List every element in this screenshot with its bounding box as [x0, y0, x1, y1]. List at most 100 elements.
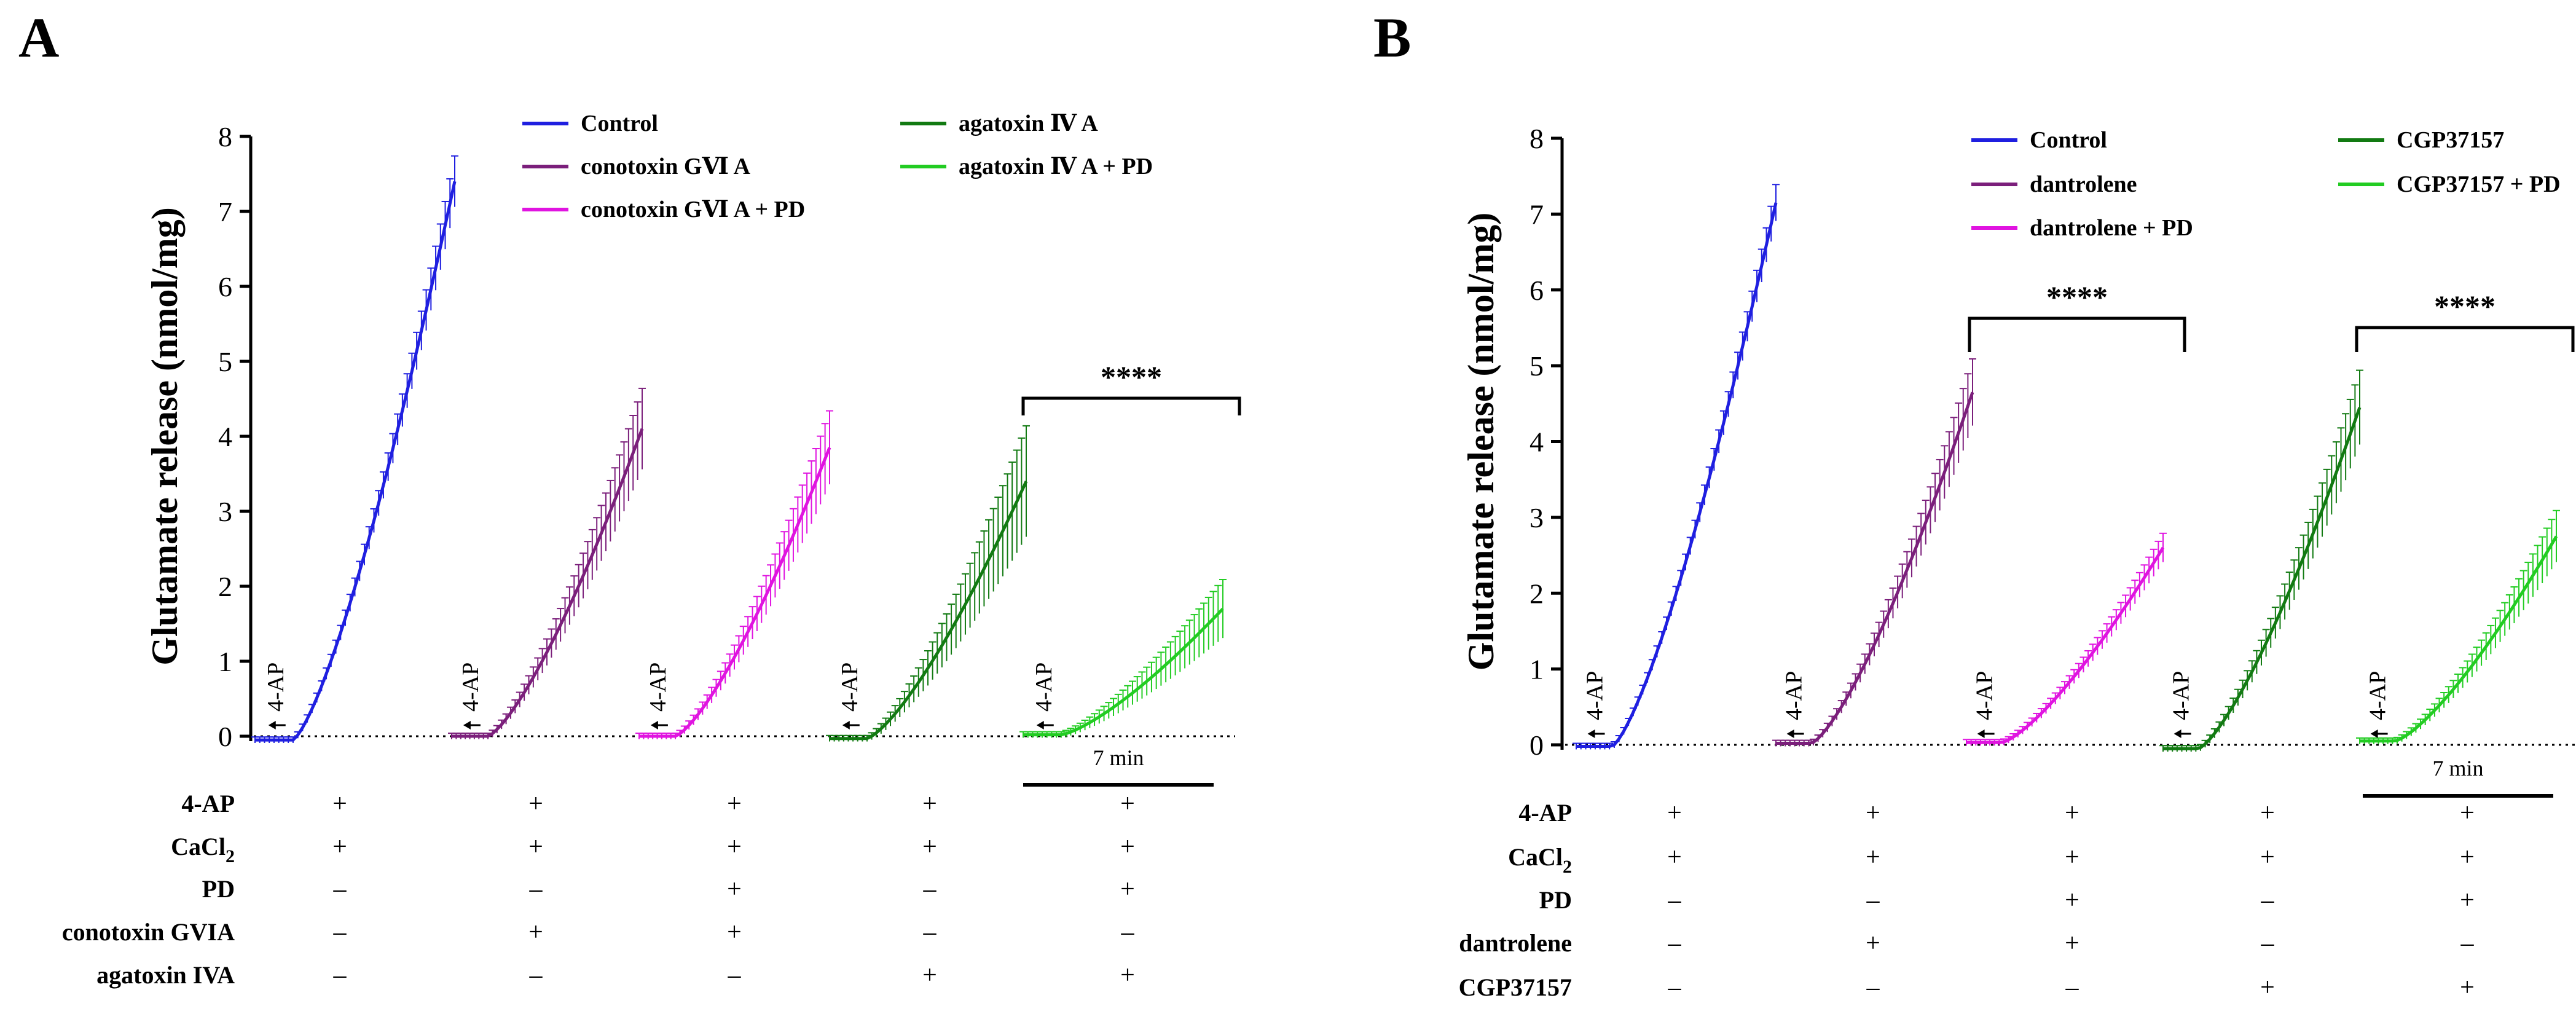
condition-symbol: + — [1120, 833, 1135, 861]
condition-label-text: agatoxin IVA — [96, 961, 235, 989]
series-1: 4-AP — [1772, 358, 1976, 747]
condition-symbol: + — [2065, 929, 2079, 957]
legend-label: dantrolene — [2030, 171, 2137, 197]
condition-symbol: + — [2065, 843, 2079, 871]
condition-symbol: – — [2065, 973, 2079, 1002]
panel-letter: B — [1373, 6, 1411, 69]
legend-item: conotoxin GⅥ A + PD — [522, 197, 805, 222]
series-line — [2360, 535, 2558, 743]
series-line — [1776, 391, 1974, 745]
condition-label-text: conotoxin GVIA — [62, 918, 235, 946]
y-tick-label: 2 — [1530, 578, 1544, 609]
condition-symbol: – — [923, 918, 937, 946]
legend-label: conotoxin GⅥ A — [581, 154, 751, 179]
condition-symbol: – — [529, 875, 543, 903]
series-line — [1576, 202, 1778, 748]
stim-arrow-head — [1977, 729, 1985, 738]
series-line — [639, 447, 831, 738]
stim-arrow-head — [268, 721, 276, 729]
condition-symbol: + — [2460, 886, 2475, 914]
series-line — [452, 428, 644, 738]
significance-stars: **** — [2046, 280, 2108, 314]
legend-item: CGP37157 + PD — [2338, 171, 2561, 197]
y-tick-label: 0 — [218, 721, 232, 752]
stim-arrow-head — [842, 721, 850, 729]
legend-label: Control — [581, 111, 658, 136]
condition-symbol: – — [2261, 929, 2275, 957]
condition-symbol: + — [528, 790, 543, 818]
condition-label-text: 4-AP — [1518, 799, 1572, 827]
stim-label: 4-AP — [2365, 671, 2391, 720]
condition-symbol: – — [333, 961, 347, 989]
stim-label: 4-AP — [1972, 671, 1998, 720]
condition-symbol: – — [2460, 929, 2475, 957]
condition-label-subscript: 2 — [226, 846, 235, 867]
series-0: 4-AP — [251, 155, 458, 743]
panel-a: A 0 1 2 3 4 5 6 7 8 Glutamate release (nmol/mg) 4-A… — [18, 6, 1241, 989]
stim-arrow-head — [1036, 721, 1044, 729]
legend-item: Control — [522, 111, 658, 136]
condition-symbol: + — [1120, 875, 1135, 903]
stim-label: 4-AP — [1582, 671, 1608, 720]
legend-label: agatoxin Ⅳ A — [959, 111, 1098, 136]
condition-symbol: + — [2065, 799, 2079, 827]
condition-symbol: + — [727, 875, 742, 903]
condition-symbol: + — [2460, 843, 2475, 871]
y-tick-label: 0 — [1530, 729, 1544, 761]
condition-symbol: + — [1866, 799, 1880, 827]
condition-symbol: + — [2260, 843, 2275, 871]
stim-arrow-head — [2370, 729, 2378, 738]
stim-label: 4-AP — [458, 662, 484, 712]
condition-label: 4-AP — [181, 790, 235, 817]
legend-label: CGP37157 + PD — [2397, 171, 2561, 197]
series-4: 4-AP — [2356, 509, 2560, 744]
series-line — [255, 181, 457, 742]
condition-symbol: + — [332, 833, 347, 861]
y-tick-label: 8 — [218, 121, 232, 152]
stim-arrow-head — [463, 721, 471, 729]
condition-label: CaCl2 — [1508, 843, 1572, 877]
condition-symbol: + — [922, 833, 937, 861]
condition-symbol: + — [922, 961, 937, 989]
condition-label-text: 4-AP — [181, 790, 235, 817]
condition-symbol: + — [528, 833, 543, 861]
condition-symbol: + — [727, 833, 742, 861]
condition-symbol: – — [1668, 973, 1682, 1002]
y-axis-label: Glutamate release (nmol/mg) — [144, 207, 185, 665]
significance-bracket: **** — [1021, 360, 1241, 415]
condition-label: CaCl2 — [171, 833, 235, 867]
condition-symbol: – — [333, 918, 347, 946]
legend-item: CGP37157 — [2338, 127, 2504, 153]
y-axis-label: Glutamate release (nmol/mg) — [1461, 213, 1501, 670]
series-1: 4-AP — [448, 387, 646, 739]
stim-arrow-head — [2174, 729, 2181, 738]
series-line — [2163, 407, 2362, 750]
condition-label-text: PD — [202, 875, 235, 903]
condition-symbol: – — [1866, 886, 1880, 914]
condition-symbol: – — [728, 961, 742, 989]
condition-symbol: + — [1120, 961, 1135, 989]
bracket-line — [2355, 326, 2575, 352]
y-tick-label: 4 — [1530, 426, 1544, 458]
condition-symbol: – — [1668, 886, 1682, 914]
y-tick-label: 5 — [1530, 350, 1544, 382]
series-0: 4-AP — [1573, 184, 1780, 750]
series-line — [1023, 607, 1224, 737]
condition-symbol: + — [1866, 843, 1880, 871]
legend-item: dantrolene — [1971, 171, 2137, 197]
condition-label: dantrolene — [1459, 929, 1572, 957]
condition-label: CGP37157 — [1459, 973, 1572, 1001]
significance-stars: **** — [1101, 360, 1162, 394]
condition-symbol: + — [528, 918, 543, 946]
significance-stars: **** — [2434, 289, 2496, 323]
legend-item: conotoxin GⅥ A — [522, 154, 751, 179]
condition-label-subscript: 2 — [1563, 857, 1572, 877]
condition-symbol: + — [1667, 799, 1682, 827]
condition-symbol: + — [1120, 790, 1135, 818]
series-line — [830, 481, 1028, 741]
stim-label: 4-AP — [1031, 662, 1057, 712]
condition-symbol: – — [2261, 886, 2275, 914]
stim-label: 4-AP — [837, 662, 863, 712]
condition-symbol: – — [1668, 929, 1682, 957]
